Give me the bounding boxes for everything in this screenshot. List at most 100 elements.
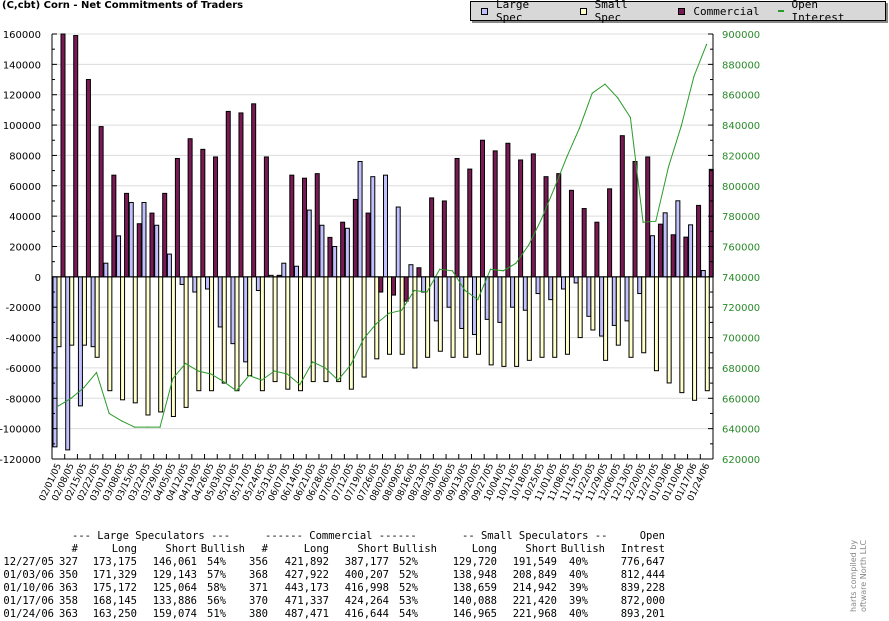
commercial-bar [314, 173, 320, 278]
table-cell: 56% [207, 595, 226, 607]
column-header: Short [165, 543, 197, 555]
small-spec-bar [272, 276, 278, 383]
small-spec-bar [361, 276, 367, 378]
large-spec-bar [77, 276, 83, 407]
large-spec-bar [675, 200, 681, 278]
commercial-bar [200, 148, 206, 278]
commercial-bar [174, 157, 180, 278]
chart-canvas: 160000 140000 120000 100000 80000 60000 40000 2… [0, 30, 760, 503]
commercial-bar [556, 173, 562, 278]
commercial-bar [225, 110, 231, 278]
table-cell: 129,720 [452, 556, 497, 568]
table-cell: 358 [59, 595, 78, 607]
open-interest-point [515, 262, 517, 264]
commercial-bar [378, 276, 384, 293]
small-spec-bar [564, 276, 570, 355]
open-interest-point [591, 92, 593, 94]
open-interest-point [83, 387, 85, 389]
table-cell: 812,444 [620, 569, 665, 581]
open-interest-line-icon [777, 10, 784, 12]
small-spec-bar [488, 276, 494, 366]
y2-tick-label: 880000 [722, 60, 760, 71]
table-cell: 57% [207, 569, 226, 581]
commercial-bar [581, 208, 587, 278]
open-interest-point [388, 312, 390, 314]
large-spec-bar [688, 224, 694, 278]
table-cell: 173,175 [92, 556, 137, 568]
commercial-bar [340, 221, 346, 278]
open-interest-point [566, 156, 568, 158]
table-cell: 400,207 [344, 569, 389, 581]
y-tick-label: 80000 [9, 151, 41, 162]
column-header: Long [303, 543, 329, 555]
small-spec-bar [323, 276, 329, 383]
legend-item-open-interest: Open Interest [777, 0, 877, 24]
table-cell: 40% [569, 569, 588, 581]
small-spec-bar [628, 276, 634, 358]
y2-tick-label: 680000 [722, 364, 760, 375]
x-axis-ticks: 02/01/0502/08/0502/15/0502/22/0503/01/05… [38, 454, 714, 503]
large-spec-bar [573, 276, 579, 284]
y-tick-label: -40000 [6, 334, 41, 345]
open-interest-point [172, 377, 174, 380]
large-spec-bar [522, 276, 528, 311]
legend-item-large-spec: Large Spec [481, 0, 562, 24]
small-spec-bar [666, 276, 672, 384]
small-spec-bar [247, 276, 253, 377]
commercial-bar [670, 234, 676, 278]
open-interest-point [617, 97, 619, 99]
column-header: Long [471, 543, 497, 555]
commercial-bar [352, 198, 358, 278]
open-interest-point [146, 426, 148, 428]
commercial-bar [124, 192, 130, 278]
table-cell: 443,173 [284, 582, 329, 594]
commercial-bar [683, 236, 689, 278]
table-cell: 54% [207, 556, 226, 568]
table-cell: 175,172 [92, 582, 137, 594]
large-spec-bar [128, 201, 134, 278]
open-interest-point [159, 426, 161, 428]
row-date: 12/27/05 [3, 556, 54, 568]
open-interest-point [273, 370, 276, 372]
small-spec-bar [475, 276, 481, 355]
table-cell: 371 [249, 582, 268, 594]
small-spec-bar [56, 276, 62, 348]
table-cell: 214,942 [512, 582, 557, 594]
column-header: Bullish [392, 543, 437, 555]
open-interest-point [70, 397, 72, 399]
small-spec-bar [69, 276, 75, 346]
large-spec-bar [446, 276, 452, 308]
large-spec-bar [90, 276, 96, 348]
table-cell: 125,064 [152, 582, 197, 594]
row-date: 01/17/06 [3, 595, 54, 607]
table-row: 01/03/06 350 171,329 129,143 57% 368 427,922 40… [0, 569, 889, 582]
small-spec-bar [285, 276, 291, 390]
commercial-bar [238, 112, 244, 278]
large-spec-swatch-icon [481, 7, 488, 15]
legend-item-small-spec: Small Spec [579, 0, 661, 24]
small-spec-bar [577, 276, 583, 339]
y-tick-label: -80000 [6, 394, 41, 405]
large-spec-bar [255, 276, 261, 292]
table-cell: 129,143 [152, 569, 197, 581]
column-header: Bullish [200, 543, 245, 555]
column-header: # [71, 543, 78, 555]
small-spec-bar [298, 276, 304, 392]
open-interest-point [400, 309, 403, 311]
legend-label: Open Interest [791, 0, 845, 24]
table-cell: 191,549 [512, 556, 557, 568]
open-interest-point [629, 116, 631, 119]
table-cell: 52% [399, 569, 418, 581]
open-interest-point [693, 75, 695, 78]
large-spec-bar [306, 209, 312, 278]
small-spec-bar [526, 276, 532, 361]
y-tick-label: -60000 [6, 364, 41, 375]
large-spec-bar [510, 276, 516, 308]
large-spec-bar [281, 262, 287, 278]
small-spec-swatch-icon [579, 7, 587, 15]
y-tick-label: 100000 [3, 121, 41, 132]
small-spec-bar [603, 276, 609, 361]
large-spec-bar [637, 276, 643, 295]
open-interest-point [553, 188, 555, 190]
commercial-bar [327, 236, 333, 278]
